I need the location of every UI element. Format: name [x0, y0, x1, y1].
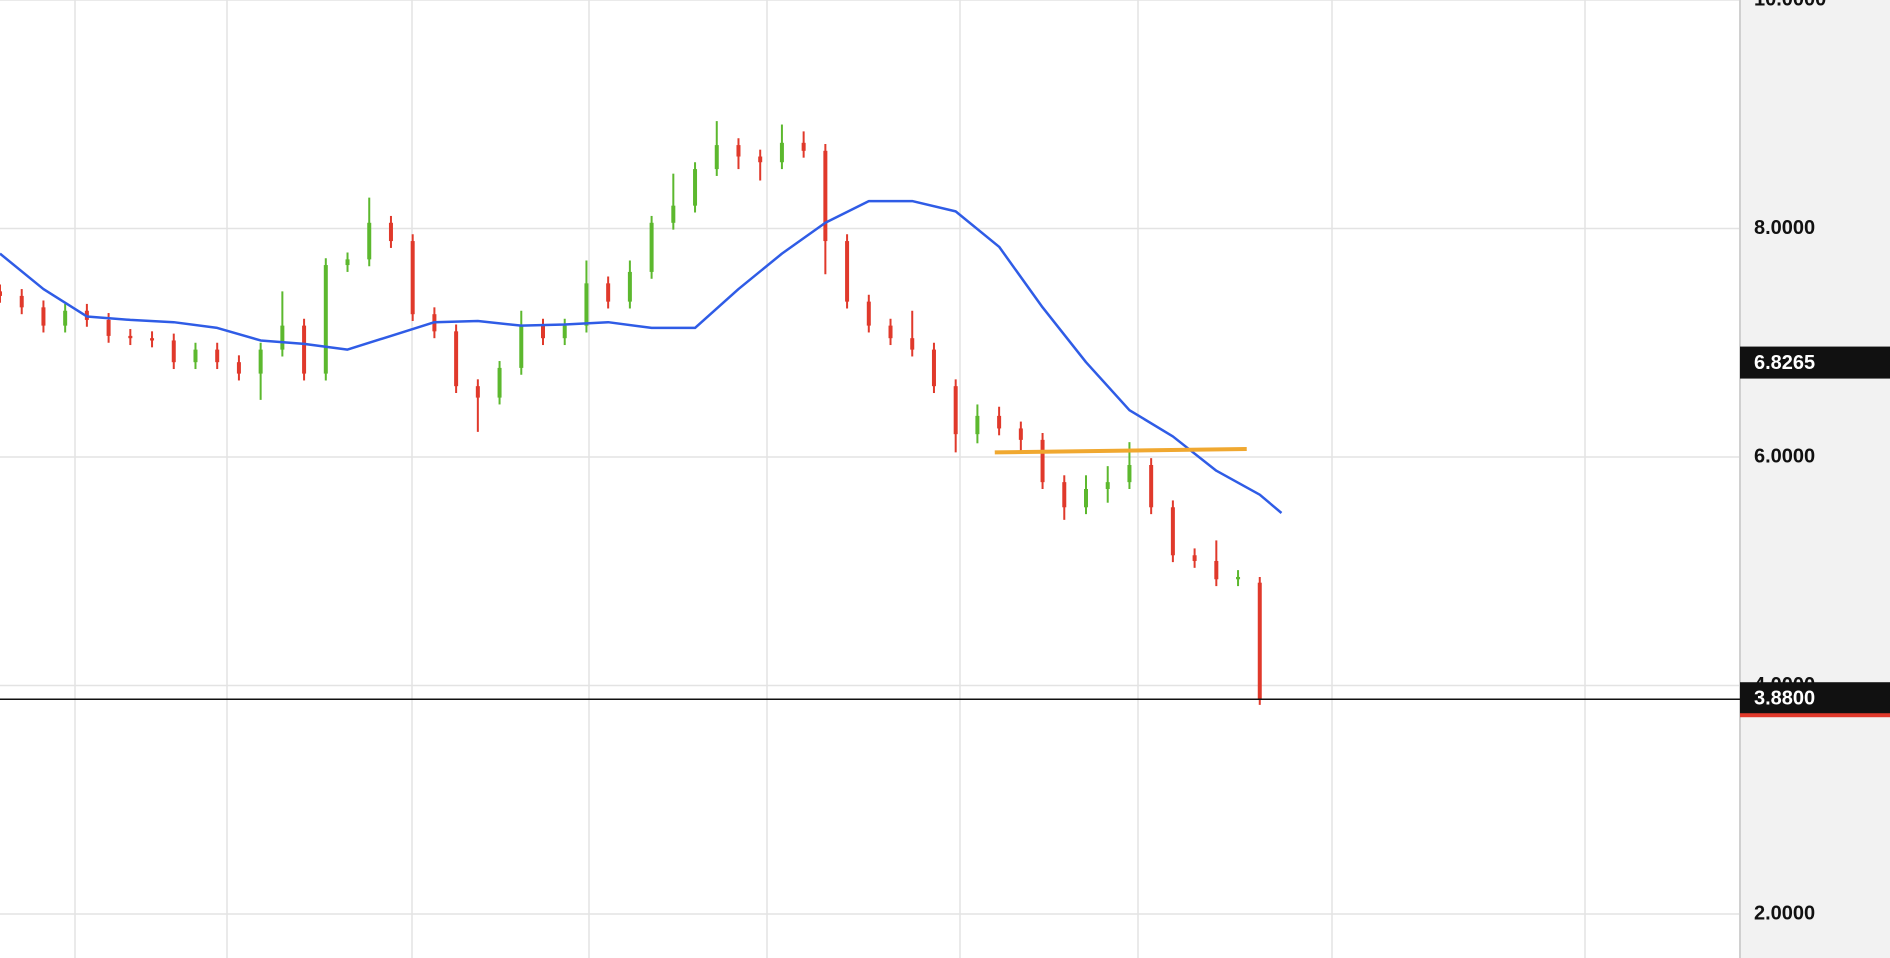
candle-body [953, 386, 958, 435]
candle-body [388, 222, 393, 242]
candle-body [367, 222, 372, 260]
candle-body [323, 265, 328, 374]
candle-body [1062, 482, 1067, 508]
candle-body [519, 325, 524, 368]
candle-body [410, 241, 415, 315]
trend-line [994, 447, 1247, 455]
candle-body [236, 362, 241, 374]
candle-body [475, 386, 480, 398]
candle-body [910, 338, 915, 350]
candle-body [454, 331, 459, 387]
candle-body [497, 367, 502, 398]
plot [0, 121, 1740, 705]
candle-body [562, 325, 567, 339]
price-axis: 10.00008.00006.00004.00002.00006.82653.8… [1740, 0, 1890, 924]
candle-body [779, 142, 784, 163]
candle-body [823, 150, 828, 242]
candle-body [714, 145, 719, 170]
candle-body [627, 271, 632, 302]
candle-body [1214, 560, 1219, 580]
candle-body [171, 340, 176, 363]
candle-body [1192, 555, 1197, 561]
candle-body [128, 335, 133, 339]
last-price-box [1740, 682, 1890, 715]
candle-body [1084, 488, 1088, 508]
candle-body [1127, 465, 1132, 483]
candle-body [1149, 465, 1154, 508]
candle-body [63, 310, 68, 326]
candle-body [931, 349, 936, 387]
candle-body [584, 283, 589, 326]
candle-body [736, 145, 741, 157]
candle-body [845, 241, 850, 302]
candle-body [1236, 576, 1241, 580]
candle-body [193, 349, 198, 363]
candle-body [258, 349, 263, 374]
y-tick-label: 10.0000 [1754, 0, 1826, 10]
candle-body [997, 415, 1002, 429]
candle-body [41, 307, 46, 326]
candle-body [758, 156, 763, 163]
marker-price-box [1740, 346, 1890, 379]
candle-body [150, 338, 155, 341]
candle-body [541, 325, 545, 339]
grid [0, 0, 1740, 958]
candle-body [215, 349, 220, 363]
candle-body [1105, 482, 1110, 489]
y-tick-label: 6.0000 [1754, 445, 1815, 467]
y-tick-label: 8.0000 [1754, 217, 1815, 239]
candle-body [649, 222, 654, 272]
candle-body [345, 259, 350, 266]
candle-body [888, 325, 893, 339]
last-price-label: 3.8800 [1754, 688, 1815, 710]
candle-body [866, 301, 871, 326]
candle-body [0, 291, 2, 296]
candle-body [280, 325, 285, 350]
y-tick-label: 2.0000 [1754, 902, 1815, 924]
marker-price-label: 6.8265 [1754, 352, 1815, 374]
candle-body [975, 415, 980, 435]
candle-body [106, 319, 111, 336]
candle-body [1018, 428, 1023, 440]
candle-body [1257, 582, 1262, 700]
candle-body [1040, 439, 1045, 483]
candle-body [801, 142, 806, 151]
candle-body [1170, 507, 1175, 556]
last-price-underline [1740, 713, 1890, 718]
moving-average-line [0, 199, 1283, 514]
candle-body [671, 205, 676, 223]
candle-body [19, 295, 24, 308]
candle-body [606, 283, 611, 302]
price-axis-panel [1740, 0, 1890, 958]
candle-body [693, 169, 698, 206]
candle-body [302, 325, 307, 374]
